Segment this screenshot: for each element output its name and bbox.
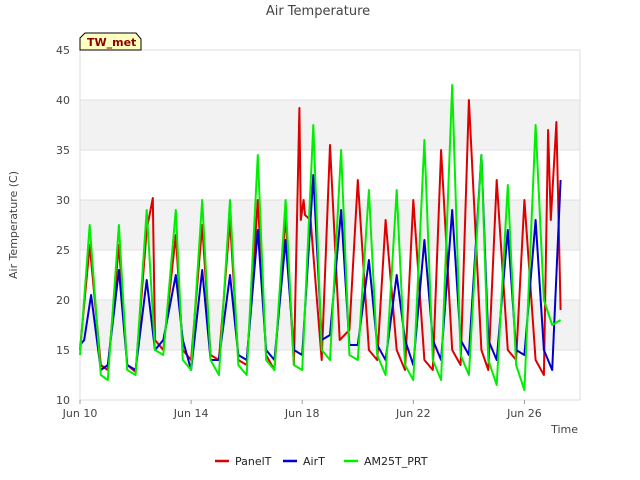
legend: PanelT AirT AM25T_PRT <box>215 455 428 468</box>
chart-title: Air Temperature <box>266 4 370 19</box>
legend-item-panelt: PanelT <box>215 455 272 468</box>
x-axis: Jun 10 Jun 14 Jun 18 Jun 22 Jun 26 <box>62 400 542 420</box>
station-label-box <box>79 32 142 51</box>
y-axis: 10 15 20 25 30 35 40 45 <box>56 44 70 407</box>
series-line-am25t-prt <box>79 84 562 391</box>
station-label-text: TW_met <box>87 36 136 49</box>
grid-band <box>80 100 580 150</box>
y-tick-label: 10 <box>56 394 70 407</box>
plot-border <box>79 49 581 401</box>
legend-label: AM25T_PRT <box>364 455 428 468</box>
legend-label: PanelT <box>235 455 272 468</box>
y-tick-label: 15 <box>56 344 70 357</box>
y-tick-label: 40 <box>56 94 70 107</box>
x-tick-label: Jun 14 <box>173 407 209 420</box>
series-lines <box>79 84 562 391</box>
station-label: TW_met <box>79 32 142 51</box>
y-tick-label: 25 <box>56 244 70 257</box>
x-tick-label: Jun 18 <box>284 407 320 420</box>
y-tick-label: 35 <box>56 144 70 157</box>
x-axis-title: Time <box>550 423 578 436</box>
y-axis-title: Air Temperature (C) <box>7 171 20 279</box>
y-tick-label: 20 <box>56 294 70 307</box>
y-tick-label: 45 <box>56 44 70 57</box>
x-tick-label: Jun 22 <box>395 407 431 420</box>
legend-item-airt: AirT <box>283 455 325 468</box>
y-tick-label: 30 <box>56 194 70 207</box>
x-tick-label: Jun 10 <box>62 407 98 420</box>
legend-label: AirT <box>303 455 325 468</box>
grid-band <box>80 200 580 250</box>
legend-item-am25t-prt: AM25T_PRT <box>344 455 428 468</box>
x-tick-label: Jun 26 <box>506 407 542 420</box>
